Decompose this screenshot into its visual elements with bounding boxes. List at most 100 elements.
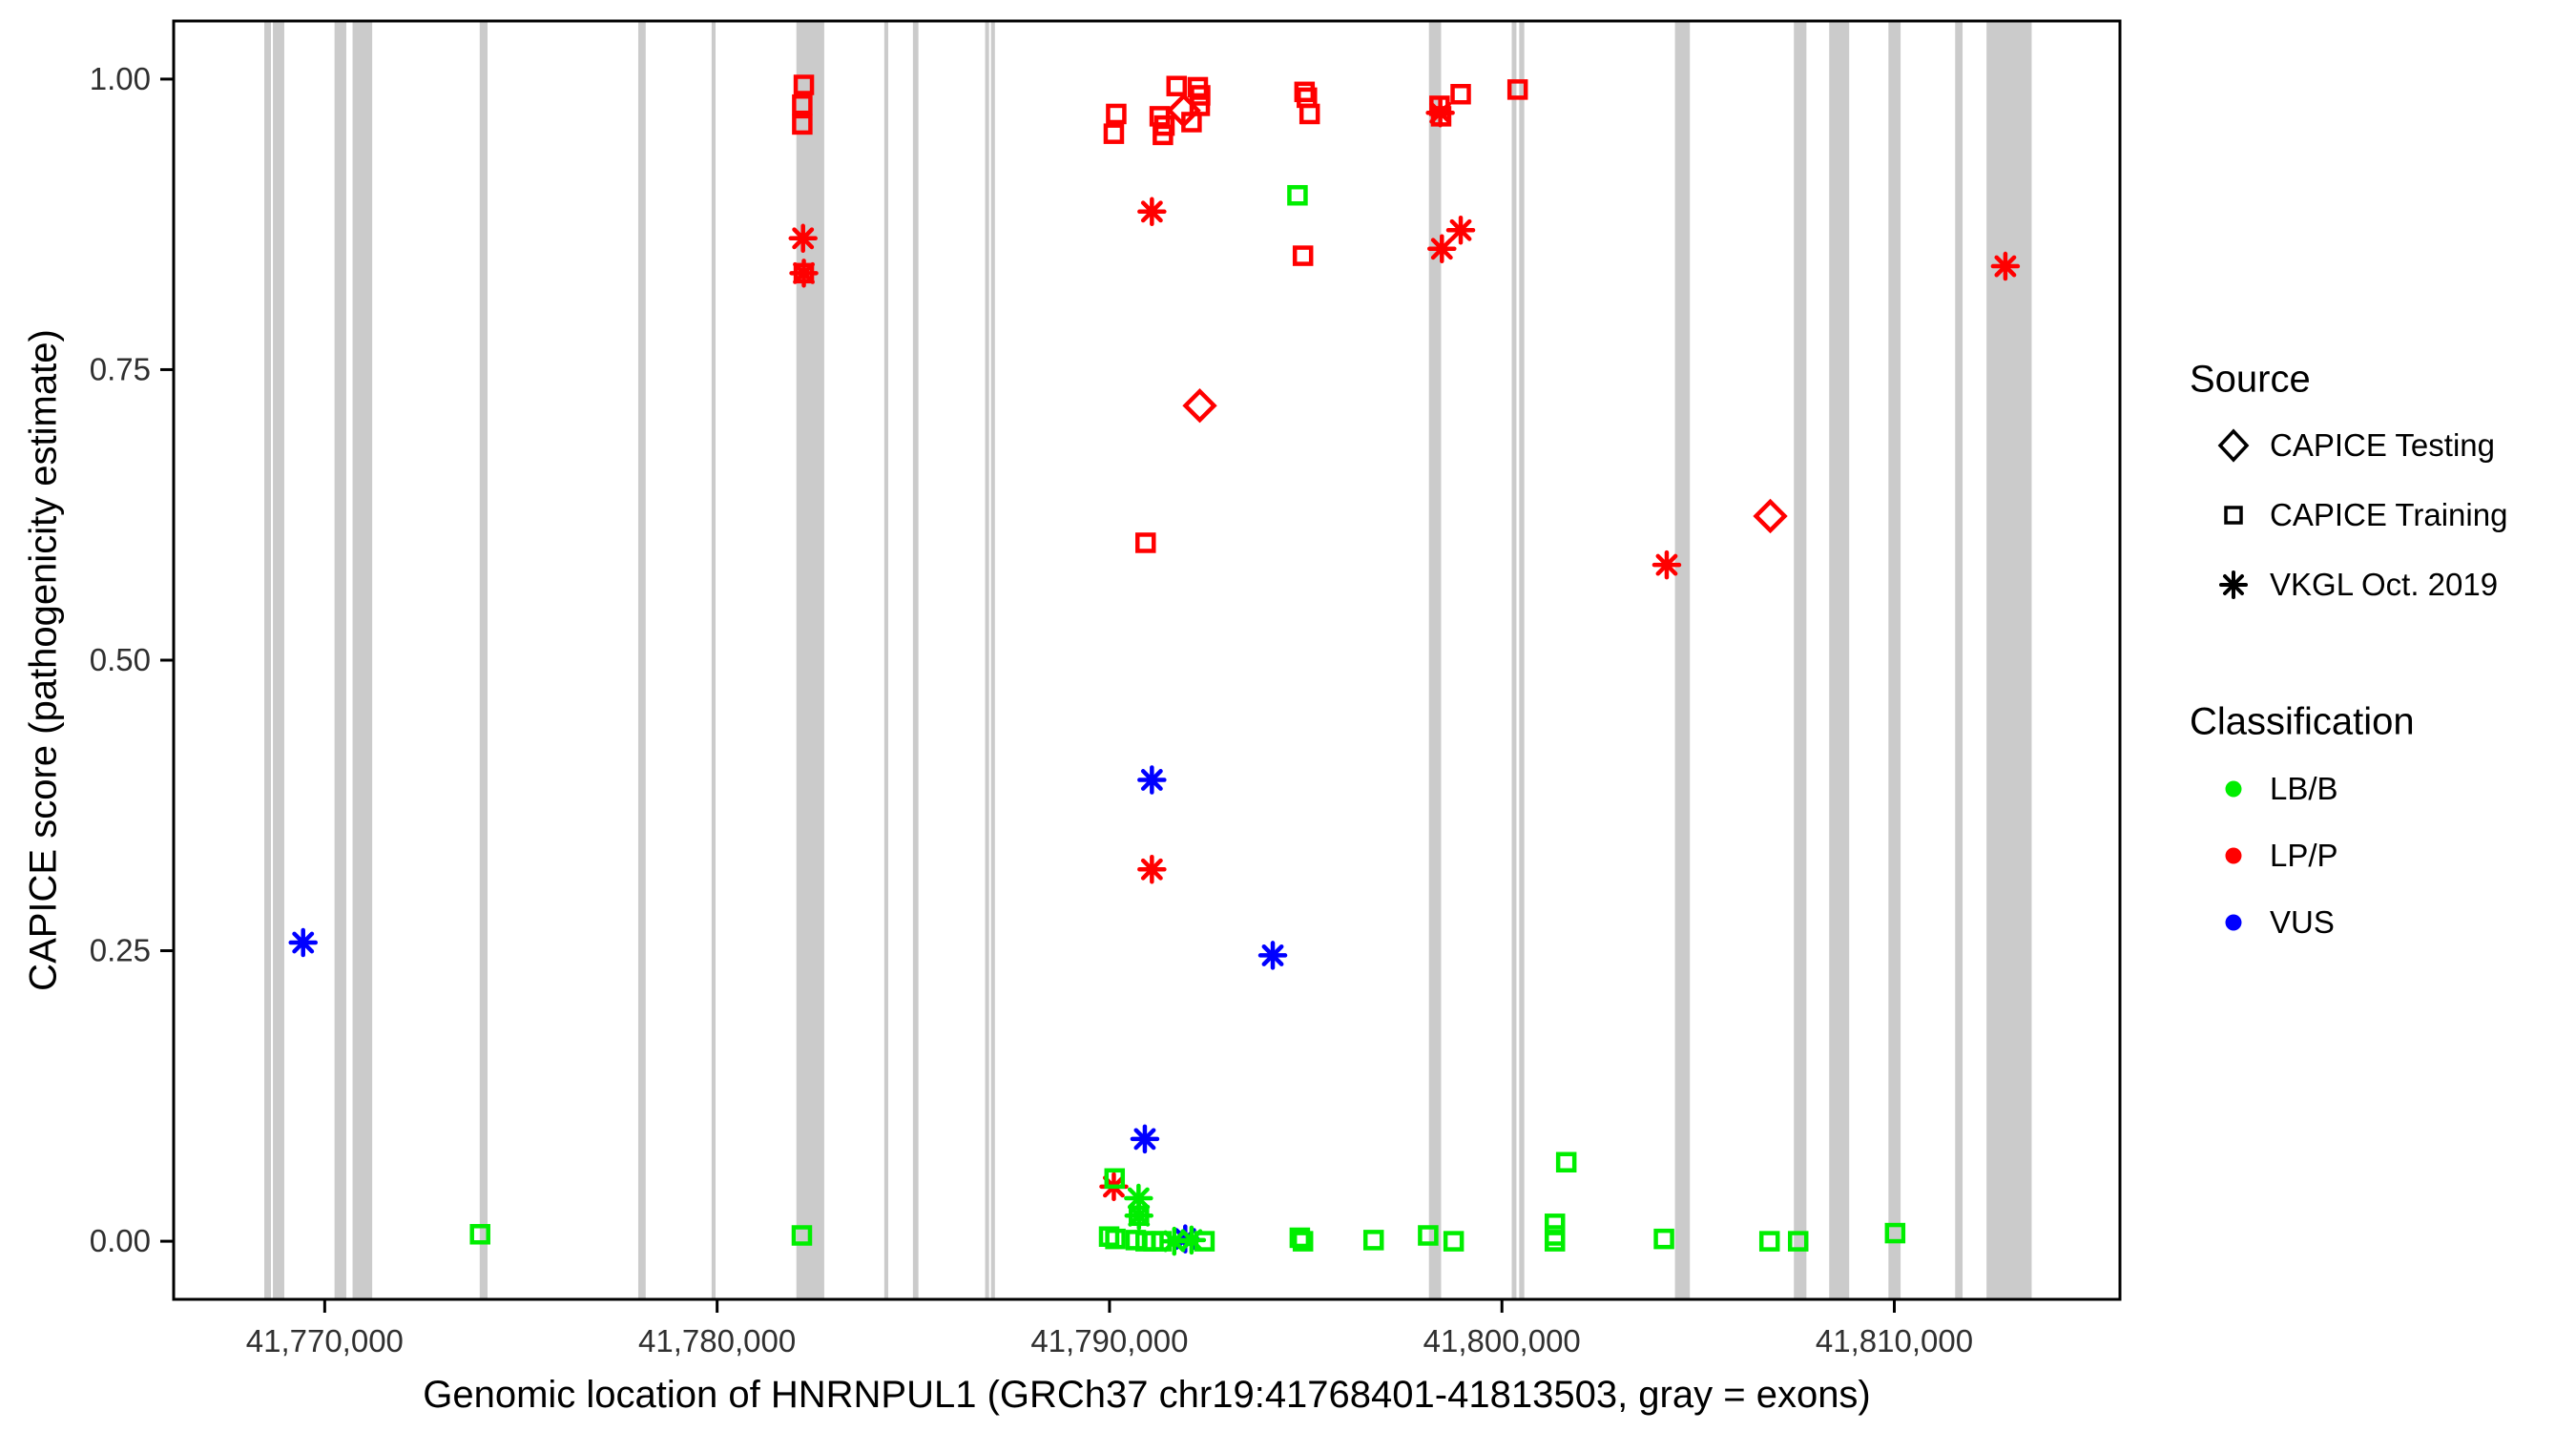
square-icon	[2207, 488, 2260, 542]
diamond-icon	[2207, 419, 2260, 472]
exon-bar	[1829, 21, 1850, 1299]
data-point-square	[1106, 103, 1127, 125]
legend-item-vus: VUS	[2207, 889, 2335, 956]
data-point-square	[1103, 123, 1125, 144]
data-point-square	[1544, 1231, 1566, 1252]
exon-bar	[990, 21, 995, 1299]
legend-item-capice-testing: CAPICE Testing	[2207, 412, 2495, 479]
data-point-square	[1362, 1230, 1384, 1251]
data-point-diamond	[1166, 93, 1201, 128]
legend-item-label: CAPICE Training	[2270, 497, 2508, 532]
y-tick-label: 0.75	[90, 351, 151, 386]
data-point-square	[1544, 1225, 1566, 1246]
data-point-asterisk	[288, 927, 318, 958]
exon-bar	[273, 21, 284, 1299]
exon-bar	[796, 21, 824, 1299]
data-point-asterisk	[1176, 1225, 1207, 1255]
data-point-square	[1104, 1168, 1126, 1190]
data-point-asterisk	[1445, 216, 1476, 245]
data-point-square	[469, 1224, 490, 1245]
x-tick-label: 41,800,000	[1423, 1323, 1581, 1358]
data-point-square	[1105, 1228, 1126, 1250]
data-point-asterisk	[1990, 251, 2021, 281]
exon-bar	[1986, 21, 2032, 1299]
classification-dot-icon	[2207, 896, 2260, 949]
data-point-diamond	[1182, 388, 1217, 424]
exon-bar	[1674, 21, 1691, 1299]
data-point-asterisk	[1137, 197, 1167, 227]
exon-bar	[1511, 21, 1517, 1299]
data-point-square	[1884, 1222, 1906, 1244]
data-point-asterisk	[788, 223, 818, 254]
data-point-asterisk	[1257, 941, 1288, 970]
exon-bar	[334, 21, 346, 1299]
data-point-square	[793, 74, 815, 95]
y-tick-label: 0.25	[90, 933, 151, 968]
data-point-square	[1418, 1225, 1439, 1246]
legend-item-label: CAPICE Testing	[2270, 427, 2495, 463]
data-point-square	[1135, 532, 1156, 553]
legend-item-lp-p: LP/P	[2207, 822, 2338, 889]
legend-item-label: LP/P	[2270, 838, 2338, 873]
legend-classification-title: Classification	[2190, 700, 2415, 743]
data-point-asterisk	[1137, 765, 1167, 795]
data-point-square	[1506, 79, 1528, 100]
data-point-square	[1787, 1231, 1809, 1252]
legend-item-lb-b: LB/B	[2207, 756, 2338, 822]
legend-source-title: Source	[2190, 358, 2311, 401]
data-point-square	[1653, 1228, 1674, 1250]
x-tick-label: 41,810,000	[1816, 1323, 1973, 1358]
data-point-asterisk	[789, 259, 819, 288]
data-point-square	[1450, 83, 1471, 105]
exon-bar	[264, 21, 271, 1299]
data-point-square	[1287, 184, 1308, 206]
exon-bar	[883, 21, 888, 1299]
x-tick-label: 41,790,000	[1030, 1323, 1188, 1358]
data-point-asterisk	[1124, 1201, 1154, 1231]
data-point-square	[1298, 103, 1320, 125]
exon-bar	[479, 21, 488, 1299]
x-tick-label: 41,780,000	[638, 1323, 796, 1358]
data-point-asterisk	[1425, 97, 1455, 128]
y-tick-label: 1.00	[90, 61, 151, 96]
classification-dot-icon	[2207, 829, 2260, 882]
data-point-square	[791, 1225, 813, 1246]
data-point-square	[1292, 245, 1314, 266]
asterisk-icon	[2207, 558, 2260, 612]
exon-bar	[1955, 21, 1963, 1299]
data-point-square	[1443, 1231, 1465, 1252]
classification-dot-icon	[2207, 762, 2260, 816]
data-point-asterisk	[1652, 550, 1682, 580]
data-point-square	[792, 114, 813, 135]
data-point-square	[1758, 1231, 1780, 1252]
data-point-square	[1544, 1213, 1566, 1234]
legend-item-label: VUS	[2270, 904, 2335, 940]
legend-item-label: VKGL Oct. 2019	[2270, 567, 2499, 602]
exon-bar	[1794, 21, 1807, 1299]
x-tick-label: 41,770,000	[246, 1323, 404, 1358]
exon-bar	[1888, 21, 1901, 1299]
legend-item-label: LB/B	[2270, 771, 2338, 806]
legend-item-vkgl-oct-2019: VKGL Oct. 2019	[2207, 551, 2498, 618]
exon-bar	[1519, 21, 1525, 1299]
data-point-asterisk	[1137, 855, 1167, 884]
data-point-asterisk	[1427, 234, 1457, 264]
exon-bar	[711, 21, 716, 1299]
y-tick-label: 0.50	[90, 642, 151, 677]
data-point-diamond	[1753, 498, 1788, 534]
data-point-square	[792, 93, 813, 115]
exon-bar	[985, 21, 989, 1299]
data-point-square	[1190, 85, 1211, 106]
data-point-square	[1289, 1227, 1311, 1249]
data-point-square	[1555, 1151, 1577, 1173]
y-axis-title: CAPICE score (pathogenicity estimate)	[22, 329, 65, 991]
exon-bar	[1428, 21, 1442, 1299]
exon-bar	[352, 21, 373, 1299]
data-point-square	[1166, 75, 1188, 96]
x-axis-title: Genomic location of HNRNPUL1 (GRCh37 chr…	[423, 1374, 1871, 1416]
exon-bar	[912, 21, 919, 1299]
data-point-asterisk	[1130, 1124, 1160, 1154]
data-point-square	[1153, 124, 1174, 146]
